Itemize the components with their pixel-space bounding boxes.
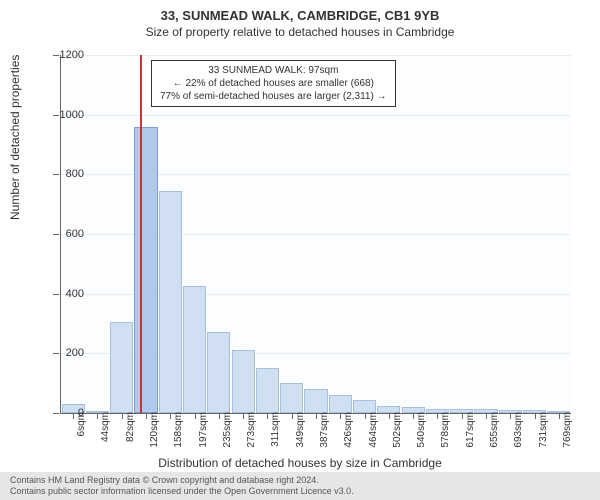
x-tick-label: 540sqm	[416, 412, 427, 448]
x-tick-label: 158sqm	[173, 412, 184, 448]
info-box-line: 77% of semi-detached houses are larger (…	[160, 90, 387, 103]
x-tick	[486, 413, 487, 419]
x-tick-label: 44sqm	[100, 412, 111, 442]
x-tick-label: 349sqm	[295, 412, 306, 448]
x-tick	[292, 413, 293, 419]
y-tick-label: 0	[44, 407, 84, 419]
bar	[280, 383, 303, 413]
y-axis-label: Number of detached properties	[8, 55, 22, 220]
y-tick-label: 400	[44, 288, 84, 300]
x-tick	[365, 413, 366, 419]
x-tick	[437, 413, 438, 419]
x-tick-label: 464sqm	[368, 412, 379, 448]
x-tick	[316, 413, 317, 419]
bar	[183, 286, 206, 413]
bar	[353, 400, 376, 413]
y-tick-label: 800	[44, 168, 84, 180]
info-box-line: 33 SUNMEAD WALK: 97sqm	[160, 64, 387, 77]
y-tick-label: 1200	[44, 49, 84, 61]
x-tick-label: 120sqm	[149, 412, 160, 448]
plot-area: 6sqm44sqm82sqm120sqm158sqm197sqm235sqm27…	[60, 55, 571, 414]
y-tick-label: 1000	[44, 109, 84, 121]
x-tick-label: 731sqm	[538, 412, 549, 448]
page-title: 33, SUNMEAD WALK, CAMBRIDGE, CB1 9YB	[0, 0, 600, 23]
x-tick	[462, 413, 463, 419]
x-tick-label: 387sqm	[319, 412, 330, 448]
x-tick-label: 311sqm	[270, 412, 281, 447]
x-tick-label: 426sqm	[343, 412, 354, 448]
x-tick	[413, 413, 414, 419]
x-tick	[97, 413, 98, 419]
x-tick-label: 578sqm	[440, 412, 451, 448]
page-subtitle: Size of property relative to detached ho…	[0, 23, 600, 39]
bar	[232, 350, 255, 413]
bar	[329, 395, 352, 413]
bar	[134, 127, 157, 413]
x-tick	[122, 413, 123, 419]
chart-container: 33, SUNMEAD WALK, CAMBRIDGE, CB1 9YB Siz…	[0, 0, 600, 500]
x-tick	[510, 413, 511, 419]
x-tick-label: 693sqm	[513, 412, 524, 448]
x-tick	[219, 413, 220, 419]
x-tick	[340, 413, 341, 419]
info-box-line: ← 22% of detached houses are smaller (66…	[160, 77, 387, 90]
marker-line	[140, 55, 142, 413]
bar	[256, 368, 279, 413]
x-tick-label: 235sqm	[222, 412, 233, 448]
footer-line-2: Contains public sector information licen…	[10, 486, 590, 497]
x-tick-label: 502sqm	[392, 412, 403, 448]
x-tick	[243, 413, 244, 419]
x-tick	[146, 413, 147, 419]
x-tick-label: 82sqm	[125, 412, 136, 442]
x-tick	[195, 413, 196, 419]
x-tick-label: 769sqm	[562, 412, 573, 448]
y-tick-label: 600	[44, 228, 84, 240]
y-tick-label: 200	[44, 347, 84, 359]
x-tick	[559, 413, 560, 419]
bar	[207, 332, 230, 413]
x-tick-label: 655sqm	[489, 412, 500, 448]
gridline	[61, 115, 571, 116]
bar	[110, 322, 133, 413]
info-box: 33 SUNMEAD WALK: 97sqm← 22% of detached …	[151, 60, 396, 107]
footer-line-1: Contains HM Land Registry data © Crown c…	[10, 475, 590, 486]
footer: Contains HM Land Registry data © Crown c…	[0, 472, 600, 500]
bar	[159, 191, 182, 413]
x-tick-label: 273sqm	[246, 412, 257, 448]
gridline	[61, 55, 571, 56]
x-tick	[389, 413, 390, 419]
x-tick	[535, 413, 536, 419]
x-tick-label: 197sqm	[198, 412, 209, 448]
x-tick	[267, 413, 268, 419]
x-axis-label: Distribution of detached houses by size …	[0, 456, 600, 470]
bar	[304, 389, 327, 413]
x-tick-label: 617sqm	[465, 412, 476, 448]
x-tick	[170, 413, 171, 419]
